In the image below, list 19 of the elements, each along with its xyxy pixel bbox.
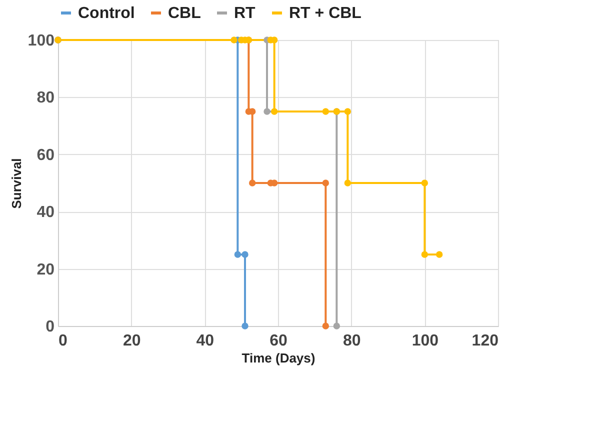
x-tick-label: 120 <box>472 332 499 350</box>
x-tick-label: 40 <box>196 332 214 350</box>
legend-label: CBL <box>168 5 202 22</box>
y-axis-title: Survival <box>8 158 24 209</box>
y-tick-label: 60 <box>36 146 55 164</box>
y-tick-label: 20 <box>36 261 55 278</box>
x-tick-label: 0 <box>58 332 68 350</box>
x-axis-title: Time (Days) <box>242 350 316 366</box>
legend-label: RT <box>234 5 256 22</box>
y-tick-label: 80 <box>36 90 55 107</box>
legend-label: Control <box>78 5 135 22</box>
y-tick-label: 0 <box>46 318 55 336</box>
x-tick-label: 100 <box>412 332 439 350</box>
y-tick-label: 100 <box>28 32 55 50</box>
x-tick-label: 60 <box>270 332 288 350</box>
legend-label: RT + CBL <box>289 5 362 22</box>
y-tick-label: 40 <box>36 204 55 222</box>
x-tick-label: 20 <box>122 332 141 350</box>
x-tick-label: 80 <box>342 332 361 350</box>
